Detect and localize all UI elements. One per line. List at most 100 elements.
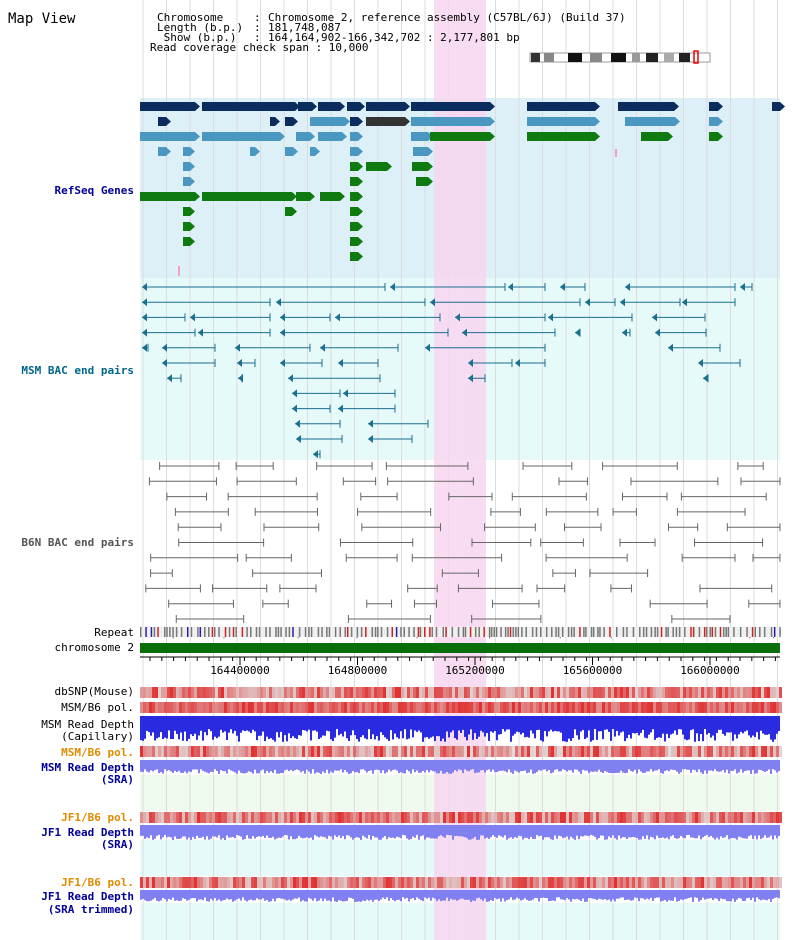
msm-b6-pol-cell	[245, 702, 248, 713]
dbsnp-density-cell	[248, 687, 251, 698]
label-jf1-b6-pol[interactable]: JF1/B6 pol.	[61, 811, 134, 824]
msm-depth-capillary-bar	[330, 716, 332, 740]
jf1-depth-trim-bar	[654, 890, 656, 899]
msm-b6-pol-cell	[746, 702, 749, 713]
msm-b6-pol-sra-cell	[275, 746, 278, 757]
msm-depth-capillary-bar	[748, 716, 750, 736]
msm-b6-pol-sra-cell	[386, 746, 389, 757]
jf1-depth-trim-bar	[718, 890, 720, 902]
jf1-depth-trim-bar	[426, 890, 428, 899]
label-msm-b6-pol[interactable]: MSM/B6 pol.	[61, 701, 134, 714]
jf1-depth-trim-bar	[658, 890, 660, 898]
msm-depth-sra-bar	[642, 760, 644, 774]
jf1-b6-pol-cell	[551, 812, 554, 823]
repeat-element	[483, 627, 485, 637]
jf1-depth-trim-bar	[178, 890, 180, 901]
repeat-element	[603, 627, 605, 637]
label-jf1-depth-trim-2[interactable]: (SRA trimmed)	[48, 903, 134, 916]
jf1-b6-pol-cell	[146, 812, 149, 823]
msm-b6-pol-cell	[215, 702, 218, 713]
jf1-depth-trim-bar	[330, 890, 332, 902]
msm-depth-capillary-bar	[156, 716, 158, 739]
b6n-bac-end-pairs-track[interactable]	[145, 462, 781, 639]
bac-end-marker	[162, 343, 167, 352]
msm-depth-sra-bar	[732, 760, 734, 771]
label-msm-bac[interactable]: MSM BAC end pairs	[21, 364, 134, 377]
msm-b6-pol-sra-cell	[779, 746, 782, 757]
jf1-b6-pol-trim-cell	[428, 877, 431, 888]
info-value-show: 164,164,902-166,342,702 : 2,177,801 bp	[268, 31, 520, 44]
jf1-depth-sra-bar	[570, 825, 572, 837]
msm-b6-pol-cell	[326, 702, 329, 713]
jf1-depth-sra-bar	[174, 825, 176, 837]
label-msm-depth-sra-2[interactable]: (SRA)	[101, 773, 134, 786]
msm-depth-capillary-bar	[770, 716, 772, 740]
msm-b6-pol-cell	[404, 702, 407, 713]
jf1-depth-trim-bar	[704, 890, 706, 900]
dbsnp-density-cell	[302, 687, 305, 698]
refseq-gene-track[interactable]	[140, 102, 785, 261]
jf1-b6-pol-cell	[167, 812, 170, 823]
jf1-b6-pol-cell	[221, 812, 224, 823]
msm-b6-pol-cell	[605, 702, 608, 713]
jf1-depth-trim-bar	[600, 890, 602, 900]
msm-depth-sra-bar	[562, 760, 564, 770]
repeat-element	[292, 627, 294, 637]
msm-b6-pol-sra-cell	[563, 746, 566, 757]
label-refseq-genes[interactable]: RefSeq Genes	[55, 184, 134, 197]
label-jf1-depth-sra-1[interactable]: JF1 Read Depth	[41, 826, 134, 839]
msm-depth-sra-bar	[734, 760, 736, 770]
dbsnp-density-cell	[623, 687, 626, 698]
jf1-b6-pol-cell	[245, 812, 248, 823]
jf1-depth-sra-bar	[404, 825, 406, 836]
jf1-depth-sra-bar	[630, 825, 632, 838]
msm-depth-capillary-bar	[474, 716, 476, 734]
dbsnp-density-cell	[677, 687, 680, 698]
jf1-b6-pol-trim-cell	[206, 877, 209, 888]
dbsnp-density-cell	[224, 687, 227, 698]
msm-b6-pol-cell	[725, 702, 728, 713]
msm-depth-sra-bar	[560, 760, 562, 772]
highlighted-region[interactable]	[434, 0, 486, 940]
jf1-depth-sra-bar	[758, 825, 760, 836]
label-dbsnp[interactable]: dbSNP(Mouse)	[55, 685, 134, 698]
chromosome-ideogram[interactable]	[529, 50, 711, 64]
msm-b6-pol-sra-cell	[242, 746, 245, 757]
msm-b6-pol-sra-cell	[239, 746, 242, 757]
gene-feature	[270, 117, 275, 126]
jf1-depth-sra-bar	[642, 825, 644, 837]
jf1-b6-pol-cell	[374, 812, 377, 823]
jf1-depth-sra-bar	[150, 825, 152, 836]
label-jf1-depth-trim-1[interactable]: JF1 Read Depth	[41, 890, 134, 903]
msm-b6-pol-sra-cell	[749, 746, 752, 757]
repeat-track[interactable]	[140, 627, 781, 637]
jf1-depth-sra-bar	[166, 825, 168, 838]
jf1-depth-trim-bar	[282, 890, 284, 899]
jf1-depth-sra-bar	[290, 825, 292, 837]
jf1-b6-pol-cell	[704, 812, 707, 823]
label-msm-depth-capillary-2[interactable]: (Capillary)	[61, 730, 134, 743]
label-msm-depth-capillary-1[interactable]: MSM Read Depth	[41, 718, 134, 731]
chromosome-bar[interactable]	[140, 643, 780, 653]
label-jf1-depth-sra-2[interactable]: (SRA)	[101, 838, 134, 851]
gene-strand-arrow	[293, 147, 298, 156]
msm-b6-pol-sra-cell	[425, 746, 428, 757]
label-jf1-b6-pol-trim[interactable]: JF1/B6 pol.	[61, 876, 134, 889]
msm-bac-end-pairs-track[interactable]	[142, 283, 753, 459]
jf1-b6-pol-cell	[269, 812, 272, 823]
label-msm-depth-sra-1[interactable]: MSM Read Depth	[41, 761, 134, 774]
gene-feature	[350, 252, 358, 261]
jf1-b6-pol-cell	[200, 812, 203, 823]
msm-b6-pol-cell	[701, 702, 704, 713]
jf1-b6-pol-trim-cell	[473, 877, 476, 888]
msm-depth-capillary-bar	[648, 716, 650, 735]
msm-depth-sra-bar	[436, 760, 438, 774]
msm-depth-sra-bar	[528, 760, 530, 773]
jf1-depth-trim-bar	[236, 890, 238, 900]
label-b6n-bac[interactable]: B6N BAC end pairs	[21, 536, 134, 549]
label-msm-b6-pol-sra[interactable]: MSM/B6 pol.	[61, 746, 134, 759]
bac-end-marker	[390, 283, 395, 291]
msm-b6-pol-sra-cell	[476, 746, 479, 757]
jf1-b6-pol-trim-cell	[143, 877, 146, 888]
data-tracks[interactable]	[140, 687, 782, 902]
